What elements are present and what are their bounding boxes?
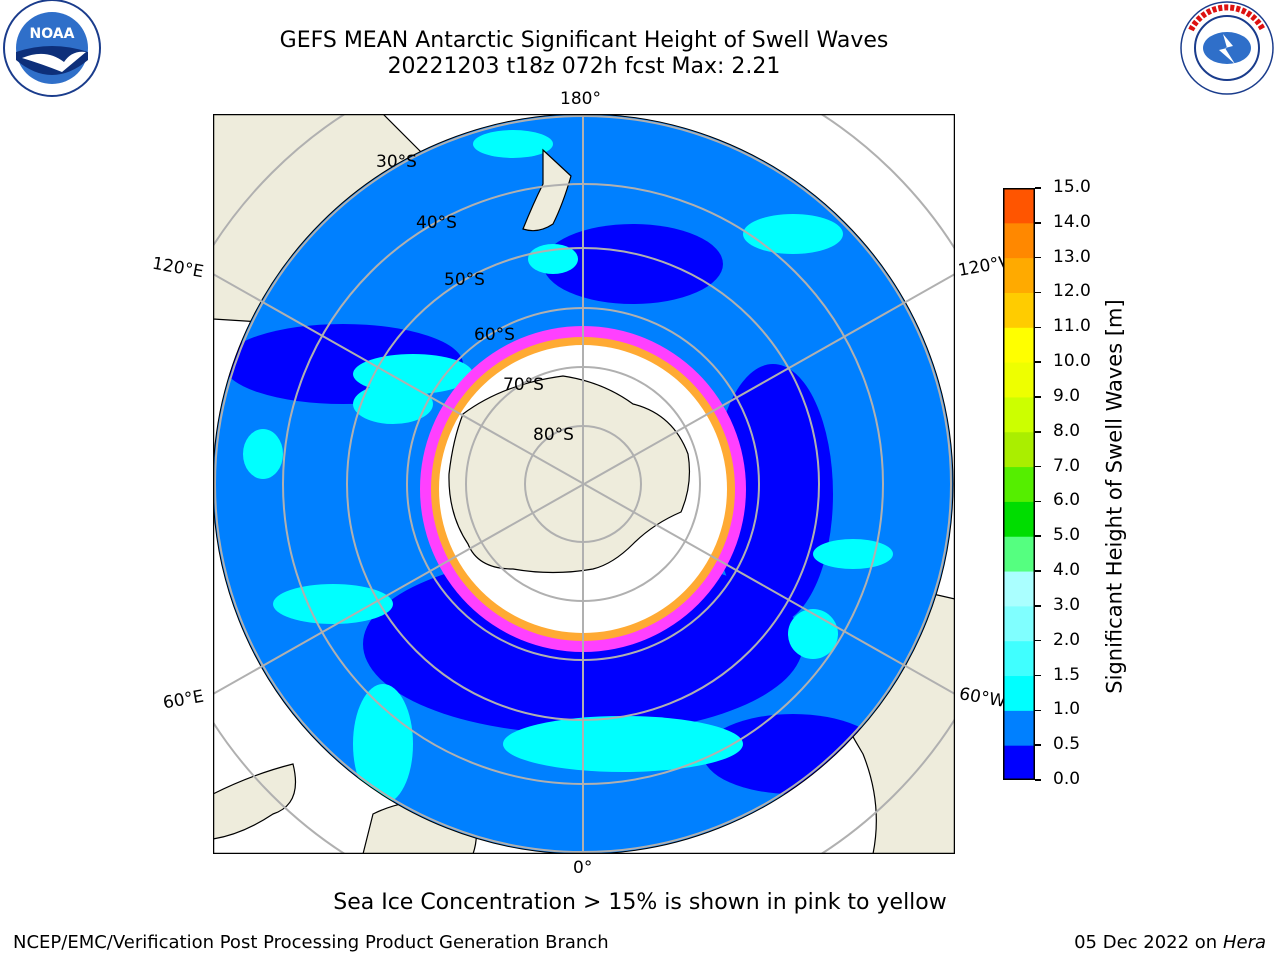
lat-label-60s: 60°S xyxy=(474,325,515,345)
colorbar-tick-label: 3.0 xyxy=(1053,594,1081,615)
colorbar-tick-label: 12.0 xyxy=(1053,281,1091,302)
lon-label-180: 180° xyxy=(560,89,601,109)
lon-label-120e: 120°E xyxy=(150,253,206,283)
colorbar-tick-mark xyxy=(1035,222,1041,224)
credit-text: NCEP/EMC/Verification Post Processing Pr… xyxy=(13,932,609,953)
colorbar-tick-mark xyxy=(1035,361,1041,363)
colorbar-band xyxy=(1003,222,1035,259)
sea-ice-note: Sea Ice Concentration > 15% is shown in … xyxy=(333,890,947,915)
colorbar xyxy=(1003,188,1035,780)
lat-label-80s: 80°S xyxy=(533,425,574,445)
colorbar-tick-mark xyxy=(1035,256,1041,259)
colorbar-tick-label: 15.0 xyxy=(1053,177,1091,197)
colorbar-band xyxy=(1003,640,1035,677)
colorbar-tick-label: 13.0 xyxy=(1053,246,1091,267)
colorbar-band xyxy=(1003,536,1035,572)
polar-map xyxy=(213,114,955,854)
lon-label-0: 0° xyxy=(573,858,593,878)
colorbar-tick-label: 5.0 xyxy=(1053,525,1081,546)
swell-mid-areas xyxy=(243,130,893,804)
colorbar-tick-mark xyxy=(1035,605,1041,607)
colorbar-band xyxy=(1003,292,1035,328)
colorbar-tick-mark xyxy=(1035,500,1041,503)
colorbar-tick-mark xyxy=(1035,431,1041,433)
colorbar-band xyxy=(1003,466,1035,502)
colorbar-band xyxy=(1003,362,1035,398)
colorbar-tick-mark xyxy=(1035,674,1041,677)
lat-label-70s: 70°S xyxy=(503,375,544,395)
lat-label-40s: 40°S xyxy=(416,213,457,233)
colorbar-tick-mark xyxy=(1035,396,1041,398)
colorbar-band xyxy=(1003,501,1035,537)
run-date-text: 05 Dec 2022 on xyxy=(1074,932,1218,953)
lon-label-60w: 60°W xyxy=(957,684,1008,712)
colorbar-tick-label: 11.0 xyxy=(1053,316,1091,337)
nws-logo xyxy=(1180,1,1274,95)
colorbar-tick-label: 1.0 xyxy=(1053,699,1081,720)
colorbar-band xyxy=(1003,675,1035,711)
colorbar-band xyxy=(1003,396,1035,433)
colorbar-band xyxy=(1003,327,1035,363)
colorbar-tick-label: 8.0 xyxy=(1053,420,1081,441)
colorbar-band xyxy=(1003,571,1035,607)
colorbar-band xyxy=(1003,257,1035,293)
new-zealand xyxy=(522,148,572,232)
colorbar-label: Significant Height of Swell Waves [m] xyxy=(1102,299,1127,694)
colorbar-tick-label: 10.0 xyxy=(1053,351,1091,372)
colorbar-tick-mark xyxy=(1035,291,1041,294)
lon-label-60e: 60°E xyxy=(161,686,206,714)
colorbar-band xyxy=(1003,431,1035,468)
colorbar-tick-mark xyxy=(1035,639,1041,642)
colorbar-tick-label: 6.0 xyxy=(1053,490,1081,511)
colorbar-tick-mark xyxy=(1035,744,1041,746)
colorbar-tick-mark xyxy=(1035,535,1041,537)
colorbar-tick-label: 4.0 xyxy=(1053,560,1081,581)
chart-subtitle: 20221203 t18z 072h fcst Max: 2.21 xyxy=(387,54,781,79)
colorbar-band xyxy=(1003,745,1035,780)
graticule xyxy=(213,114,955,854)
colorbar-tick-label: 2.0 xyxy=(1053,629,1081,650)
colorbar-tick-label: 9.0 xyxy=(1053,385,1081,406)
colorbar-band xyxy=(1003,710,1035,746)
colorbar-band xyxy=(1003,188,1035,224)
colorbar-tick-mark xyxy=(1035,187,1041,189)
colorbar-band xyxy=(1003,605,1035,642)
colorbar-tick-label: 0.5 xyxy=(1053,734,1081,755)
lat-label-30s: 30°S xyxy=(376,152,417,172)
run-date: 05 Dec 2022 on Hera xyxy=(1074,932,1266,953)
colorbar-tick-mark xyxy=(1035,779,1041,781)
lat-label-50s: 50°S xyxy=(444,270,485,290)
colorbar-tick-label: 7.0 xyxy=(1053,455,1081,476)
noaa-logo: NOAA xyxy=(3,0,101,97)
colorbar-tick-mark xyxy=(1035,326,1041,329)
colorbar-tick-mark xyxy=(1035,465,1041,468)
colorbar-tick-label: 14.0 xyxy=(1053,211,1091,232)
colorbar-tick-label: 0.0 xyxy=(1053,769,1081,789)
antarctica xyxy=(448,375,691,574)
chart-title: GEFS MEAN Antarctic Significant Height o… xyxy=(279,28,889,53)
host-name: Hera xyxy=(1222,932,1266,953)
colorbar-tick-mark xyxy=(1035,570,1041,572)
colorbar-tick-label: 1.5 xyxy=(1053,664,1081,685)
colorbar-tick-mark xyxy=(1035,709,1041,712)
svg-text:NOAA: NOAA xyxy=(30,26,75,42)
